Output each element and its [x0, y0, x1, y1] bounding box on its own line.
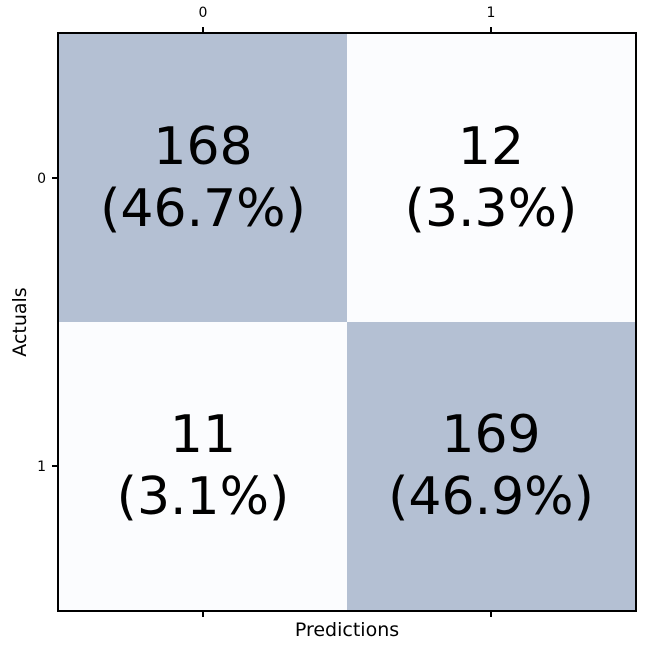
cell-actual0-pred0: 168 (46.7%): [59, 34, 347, 322]
x-tick-mark-bottom-1: [490, 612, 492, 617]
y-tick-mark-1: [52, 465, 57, 467]
y-tick-label-1: 1: [37, 459, 46, 475]
x-tick-mark-top-1: [490, 27, 492, 32]
y-axis-label: Actuals: [9, 287, 31, 357]
plot-area: 168 (46.7%) 12 (3.3%) 11 (3.1%) 169 (46.…: [57, 32, 637, 612]
cell-percent: (46.7%): [100, 179, 306, 239]
cell-count: 11: [169, 404, 237, 465]
cell-actual0-pred1: 12 (3.3%): [347, 34, 635, 322]
cell-percent: (46.9%): [388, 467, 594, 527]
cell-count: 169: [441, 404, 541, 465]
y-tick-mark-0: [52, 177, 57, 179]
x-axis-label: Predictions: [294, 619, 400, 641]
cell-actual1-pred0: 11 (3.1%): [59, 322, 347, 610]
x-tick-mark-bottom-0: [202, 612, 204, 617]
x-tick-mark-top-0: [202, 27, 204, 32]
x-tick-label-1: 1: [486, 5, 496, 21]
cell-percent: (3.3%): [404, 179, 578, 239]
cell-count: 168: [153, 116, 253, 177]
cell-count: 12: [457, 116, 525, 177]
cell-actual1-pred1: 169 (46.9%): [347, 322, 635, 610]
y-tick-label-0: 0: [37, 171, 46, 187]
x-tick-label-0: 0: [198, 5, 208, 21]
cell-percent: (3.1%): [116, 467, 290, 527]
